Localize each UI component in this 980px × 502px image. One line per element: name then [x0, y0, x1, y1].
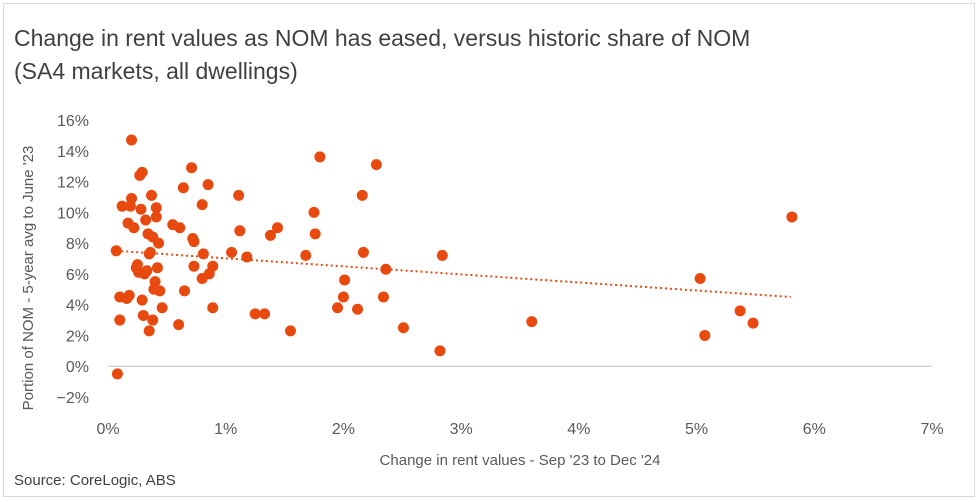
data-point — [143, 325, 155, 337]
data-point — [128, 222, 140, 234]
data-point — [249, 308, 261, 320]
data-point — [153, 237, 165, 249]
data-point — [747, 317, 759, 329]
data-point — [314, 151, 326, 163]
data-point — [339, 274, 351, 286]
data-point — [150, 211, 162, 223]
data-point — [397, 322, 409, 334]
data-point — [694, 273, 706, 285]
trendline-layer — [116, 249, 791, 298]
data-point — [226, 246, 238, 258]
x-tick-label: 6% — [803, 421, 826, 438]
data-point — [123, 289, 135, 301]
x-tick-label: 7% — [920, 421, 943, 438]
data-point — [436, 249, 448, 261]
y-tick-label: 6% — [66, 267, 89, 284]
data-points — [110, 134, 798, 380]
data-point — [188, 236, 200, 248]
data-point — [126, 134, 138, 146]
y-tick-label: 2% — [66, 328, 89, 345]
y-tick-label: 16% — [57, 113, 89, 130]
data-point — [786, 211, 798, 223]
data-point — [136, 166, 148, 178]
data-point — [370, 159, 382, 171]
data-point — [308, 206, 320, 218]
data-point — [202, 179, 214, 191]
data-point — [699, 329, 711, 341]
x-axis-title: Change in rent values - Sep '23 to Dec '… — [380, 452, 661, 469]
data-point — [434, 345, 446, 357]
data-point — [207, 260, 219, 272]
data-point — [144, 246, 156, 258]
data-point — [356, 189, 368, 201]
data-point — [197, 248, 209, 260]
data-point — [337, 291, 349, 303]
y-tick-label: 8% — [66, 236, 89, 253]
data-point — [151, 262, 163, 274]
x-tick-label: 2% — [332, 421, 355, 438]
data-point — [114, 314, 126, 326]
y-tick-label: 0% — [66, 359, 89, 376]
data-point — [174, 222, 186, 234]
x-tick-label: 1% — [214, 421, 237, 438]
data-point — [147, 314, 159, 326]
data-point — [179, 285, 191, 297]
data-point — [241, 251, 253, 263]
x-tick-label: 5% — [685, 421, 708, 438]
data-point — [352, 303, 364, 315]
data-point — [111, 368, 123, 380]
data-point — [146, 189, 158, 201]
data-point — [116, 200, 128, 212]
data-point — [377, 291, 389, 303]
data-point — [309, 228, 321, 240]
data-point — [284, 325, 296, 337]
data-point — [137, 309, 149, 321]
x-tick-label: 4% — [567, 421, 590, 438]
data-point — [135, 203, 147, 215]
data-point — [234, 225, 246, 237]
data-point — [154, 285, 166, 297]
data-point — [357, 246, 369, 258]
y-tick-label: 4% — [66, 298, 89, 315]
trendline — [116, 249, 791, 298]
x-tick-label: 0% — [96, 421, 119, 438]
data-point — [207, 302, 219, 314]
data-point — [150, 202, 162, 214]
data-point — [734, 305, 746, 317]
data-point — [332, 302, 344, 314]
chart-frame — [3, 3, 975, 497]
y-axis-title: Portion of NOM - 5-year avg to June '23 — [20, 146, 37, 411]
data-point — [233, 189, 245, 201]
x-tick-label: 3% — [450, 421, 473, 438]
data-point — [141, 265, 153, 277]
data-point — [272, 222, 284, 234]
data-point — [526, 316, 538, 328]
y-tick-label: 12% — [57, 175, 89, 192]
chart-title: Change in rent values as NOM has eased, … — [14, 25, 751, 84]
y-tick-label: 14% — [57, 144, 89, 161]
data-point — [264, 229, 276, 241]
data-point — [126, 192, 138, 204]
y-tick-label: −2% — [57, 390, 89, 407]
y-tick-label: 10% — [57, 205, 89, 222]
y-axis: −2% 0% 2% 4% 6% 8% 10% 12% 14% 16% — [57, 113, 89, 407]
data-point — [156, 302, 168, 314]
x-tick-labels: 0% 1% 2% 3% 4% 5% 6% 7% — [96, 421, 943, 438]
data-point — [196, 199, 208, 211]
data-point — [300, 249, 312, 261]
data-point — [149, 276, 161, 288]
data-point — [186, 162, 198, 174]
data-point — [136, 294, 148, 306]
data-point — [259, 308, 271, 320]
source-note: Source: CoreLogic, ABS — [14, 472, 176, 489]
data-point — [140, 214, 152, 226]
data-point — [188, 260, 200, 272]
data-point — [177, 182, 189, 194]
data-point — [110, 245, 122, 257]
data-point — [173, 319, 185, 331]
data-point — [380, 263, 392, 275]
